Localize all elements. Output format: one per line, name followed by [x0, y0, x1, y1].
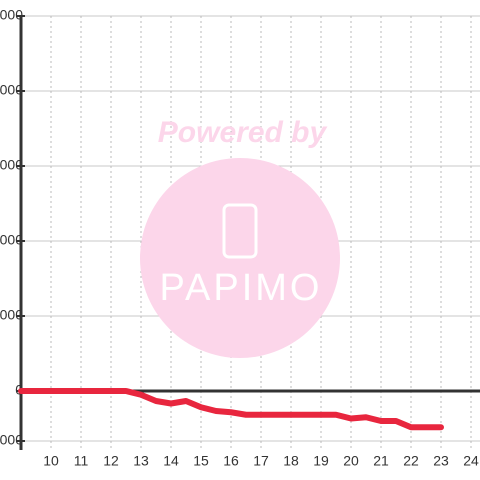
- y-tick-label: 90,000: [0, 157, 23, 173]
- x-tick-label: 11: [74, 453, 89, 469]
- y-tick-label: 150,000: [0, 7, 23, 23]
- x-tick-label: 17: [253, 453, 269, 469]
- watermark: Powered by PAPIMO: [140, 116, 340, 358]
- x-tick-label: 12: [103, 453, 119, 469]
- x-tick-label: 10: [43, 453, 59, 469]
- x-tick-label: 24: [463, 453, 479, 469]
- watermark-text: Powered by: [158, 116, 328, 149]
- data-line: [18, 388, 444, 431]
- x-tick-label: 23: [433, 453, 449, 469]
- x-tick-label: 13: [133, 453, 149, 469]
- watermark-icon: [222, 203, 258, 259]
- x-tick-label: 15: [193, 453, 209, 469]
- x-tick-label: 20: [343, 453, 359, 469]
- y-tick-label: 120,000: [0, 82, 23, 98]
- watermark-logo: PAPIMO: [160, 267, 323, 309]
- y-tick-label: -20,000: [0, 432, 23, 448]
- y-tick-label: 60,000: [0, 232, 23, 248]
- x-tick-label: 14: [163, 453, 179, 469]
- x-tick-label: 16: [223, 453, 239, 469]
- x-tick-label: 21: [373, 453, 389, 469]
- x-tick-label: 18: [283, 453, 299, 469]
- x-tick-label: 19: [313, 453, 329, 469]
- x-tick-label: 22: [403, 453, 419, 469]
- y-tick-label: 30,000: [0, 307, 23, 323]
